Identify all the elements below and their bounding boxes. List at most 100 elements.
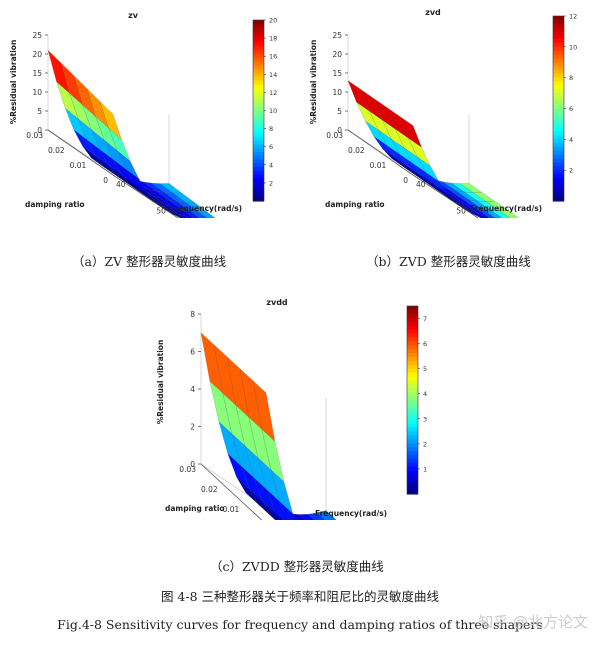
colorbar-tick-label: 16: [269, 53, 277, 61]
colorbar-segment: [407, 431, 418, 436]
colorbar-segment: [253, 65, 264, 70]
colorbar-segment: [553, 131, 564, 137]
z-axis-label: %Residual vibration: [156, 340, 165, 425]
subcaption-c: （c）ZVDD 整形器灵敏度曲线: [210, 559, 384, 574]
colorbar-segment: [407, 325, 418, 331]
z-tick-label: 0: [337, 126, 342, 135]
colorbar-segment: [553, 54, 564, 59]
colorbar-segment: [253, 121, 264, 127]
surface-chart-zvd: 051015202500.010.020.0340506070zvd%Resid…: [309, 8, 577, 269]
colorbar-tick-label: 2: [569, 167, 573, 175]
z-tick-label: 6: [190, 348, 195, 357]
colorbar-segment: [407, 388, 418, 393]
colorbar-segment: [407, 360, 418, 366]
chart-title: zvdd: [266, 298, 288, 307]
colorbar-segment: [407, 353, 418, 358]
colorbar-segment: [407, 419, 418, 425]
frequency-tick-label: 50: [156, 207, 166, 216]
colorbar-segment: [553, 181, 564, 187]
colorbar-tick-label: 8: [269, 125, 273, 133]
colorbar-segment: [253, 31, 264, 36]
colorbar-segment: [253, 91, 264, 97]
colorbar-segment: [553, 85, 564, 90]
colorbar-segment: [253, 118, 264, 123]
colorbar-segment: [407, 333, 418, 338]
colorbar: 2 4 6 8 10 12 14 16 18 20: [252, 17, 277, 202]
colorbar-segment: [407, 466, 418, 472]
colorbar-segment: [407, 439, 418, 444]
z-tick-label: 10: [332, 88, 342, 97]
damping-axis-label: damping ratio: [165, 504, 225, 513]
colorbar-segment: [553, 77, 564, 83]
surface-mesh: [47, 49, 235, 233]
colorbar-frame: [406, 305, 419, 495]
colorbar-segment: [253, 76, 264, 81]
colorbar-segment: [407, 329, 418, 335]
colorbar-segment: [553, 19, 564, 25]
colorbar-tick-label: 18: [269, 35, 277, 43]
colorbar-segment: [253, 189, 264, 195]
damping-tick-label: 0.02: [201, 485, 218, 494]
z-tick-label: 8: [190, 310, 195, 319]
colorbar-tick-label: 6: [269, 143, 273, 151]
surface-mesh: [347, 80, 535, 229]
z-tick-label: 4: [190, 385, 195, 394]
colorbar-segment: [553, 143, 564, 148]
colorbar-segment: [553, 81, 564, 86]
damping-axis-label: damping ratio: [25, 200, 85, 209]
colorbar-tick-label: 6: [569, 105, 573, 113]
colorbar-segment: [553, 23, 564, 29]
colorbar-segment: [553, 42, 564, 48]
colorbar-segment: [253, 99, 264, 104]
damping-tick-label: 0: [103, 176, 108, 185]
colorbar-segment: [407, 435, 418, 440]
colorbar-segment: [407, 427, 418, 432]
z-tick-label: 20: [32, 50, 42, 59]
colorbar-segment: [407, 364, 418, 370]
colorbar-segment: [407, 490, 418, 495]
surface-chart-zvdd: 0246800.010.020.0340506070zvdd%Residual …: [156, 298, 427, 622]
colorbar-segment: [407, 345, 418, 350]
z-tick-label: 15: [32, 69, 42, 78]
colorbar: 1 2 3 4 5 6 7: [406, 305, 427, 495]
colorbar-segment: [253, 23, 264, 29]
colorbar-segment: [253, 151, 264, 157]
damping-axis-line: [200, 463, 267, 525]
colorbar-segment: [253, 84, 264, 89]
colorbar-tick-label: 2: [269, 179, 273, 187]
colorbar-segment: [253, 174, 264, 179]
z-axis-label: %Residual vibration: [309, 40, 318, 125]
colorbar-segment: [407, 337, 418, 342]
colorbar-segment: [253, 163, 264, 168]
damping-tick-label: 0.03: [179, 465, 196, 474]
colorbar-tick-label: 14: [269, 71, 277, 79]
colorbar-segment: [553, 193, 564, 198]
colorbar-tick-label: 8: [569, 74, 573, 82]
colorbar-segment: [553, 27, 564, 33]
damping-axis-label: damping ratio: [325, 200, 385, 209]
z-tick-label: 0: [190, 460, 195, 469]
z-tick-label: 10: [32, 88, 42, 97]
colorbar-segment: [553, 62, 564, 67]
damping-tick-label: 0.03: [326, 131, 343, 140]
frequency-axis-label: Frequency(rad/s): [470, 204, 542, 213]
chart-panel-zvdd: 0246800.010.020.0340506070zvdd%Residual …: [145, 290, 445, 622]
colorbar-segment: [407, 400, 418, 405]
colorbar-tick-label: 4: [569, 136, 573, 144]
colorbar-tick-label: 5: [423, 365, 427, 373]
damping-axis-line: [47, 129, 114, 176]
damping-tick-label: 0.02: [48, 146, 65, 155]
colorbar-segment: [407, 407, 418, 413]
colorbar-segment: [553, 135, 564, 140]
colorbar-segment: [553, 162, 564, 167]
colorbar-segment: [253, 193, 264, 198]
figure-caption-en: Fig.4-8 Sensitivity curves for frequency…: [57, 617, 543, 632]
colorbar-segment: [253, 57, 264, 63]
z-tick-label: 15: [332, 69, 342, 78]
colorbar-tick-label: 10: [569, 43, 577, 51]
colorbar-segment: [253, 35, 264, 40]
colorbar-tick-label: 12: [569, 13, 577, 21]
colorbar-segment: [253, 129, 264, 134]
colorbar-segment: [553, 69, 564, 75]
colorbar-segment: [253, 136, 264, 142]
